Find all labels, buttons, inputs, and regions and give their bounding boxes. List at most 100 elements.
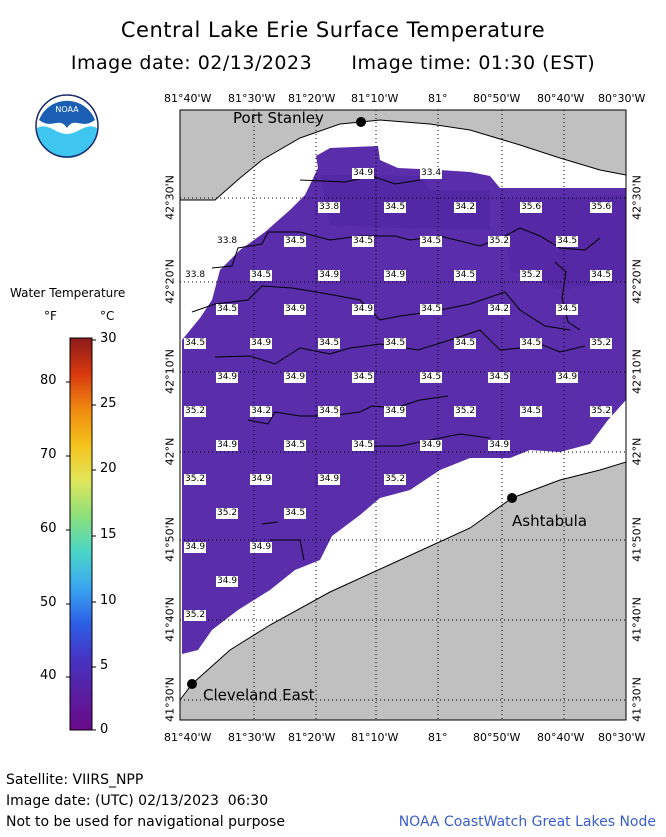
temperature-label: 34.5 [520,338,543,349]
footer-satellite: Satellite: VIIRS_NPP [6,772,144,788]
noaa-logo-text: NOAA [55,105,79,114]
lon-tick-top: 81°10'W [351,92,399,105]
colorbar [69,337,93,731]
temperature-label: 35.2 [590,406,613,417]
lat-tick-left: 41°30'N [163,677,177,722]
temperature-label: 34.5 [184,338,207,349]
temperature-label: 33.4 [420,168,443,179]
temperature-label: 35.2 [216,508,239,519]
temperature-label: 34.9 [488,440,511,451]
lat-tick-right: 42°N [630,437,644,466]
lon-tick-bottom: 81°20'W [288,731,336,744]
temperature-label: 34.5 [284,440,307,451]
noaa-logo-icon: NOAA [35,94,99,158]
map-frame [179,109,627,721]
legend-f-tick: 40 [40,668,57,683]
temperature-label: 35.6 [520,202,543,213]
temperature-label: 34.5 [352,236,375,247]
temperature-label: 34.9 [318,474,341,485]
temperature-label: 35.2 [384,474,407,485]
temperature-label: 34.9 [250,338,273,349]
temperature-label: 34.9 [216,372,239,383]
city-marker-ashtabula [507,493,517,503]
temperature-label: 35.2 [184,406,207,417]
temperature-label: 34.2 [250,406,273,417]
legend-c-tick: 25 [100,396,117,411]
temperature-label: 34.5 [216,304,239,315]
temperature-label: 34.9 [384,270,407,281]
legend-c-tick: 0 [100,722,109,737]
map-title: Central Lake Erie Surface Temperature [120,18,546,42]
temperature-label: 34.9 [420,440,443,451]
legend-f-tick: 60 [40,521,57,536]
temperature-label: 35.2 [520,270,543,281]
lat-tick-right: 42°30'N [630,175,644,220]
temperature-label: 34.5 [284,236,307,247]
lat-tick-left: 42°20'N [163,259,177,304]
temperature-label: 34.5 [352,372,375,383]
legend-f-tick: 50 [40,595,57,610]
temperature-label: 34.9 [284,372,307,383]
temperature-label: 34.2 [488,304,511,315]
temperature-label: 34.5 [454,338,477,349]
temperature-label: 34.9 [216,440,239,451]
lon-tick-bottom: 81°40'W [164,731,212,744]
lat-tick-right: 42°20'N [630,259,644,304]
temperature-label: 34.5 [420,304,443,315]
temperature-label: 35.2 [488,236,511,247]
legend-f-tick: 80 [40,373,57,388]
legend-title: Water Temperature [10,286,126,300]
temperature-label: 34.9 [318,270,341,281]
temperature-label: 34.5 [556,304,579,315]
temperature-label: 34.5 [488,372,511,383]
temperature-label: 35.2 [590,338,613,349]
city-label-ashtabula: Ashtabula [512,512,588,530]
temperature-label: 34.9 [352,168,375,179]
lon-tick-top: 81° [428,92,448,105]
temperature-label: 34.5 [520,406,543,417]
temperature-label: 34.5 [420,372,443,383]
lon-tick-bottom: 80°50'W [473,731,521,744]
water-region [182,146,626,654]
lon-tick-bottom: 81°10'W [351,731,399,744]
temperature-label: 33.8 [184,270,207,281]
temperature-label: 35.6 [590,202,613,213]
temperature-label: 35.2 [184,474,207,485]
legend-f-tick: 70 [40,447,57,462]
temperature-label: 34.9 [352,304,375,315]
temperature-label: 34.5 [590,270,613,281]
footer-credit: NOAA CoastWatch Great Lakes Node [398,814,656,830]
lon-tick-top: 80°50'W [473,92,521,105]
temperature-label: 34.9 [216,576,239,587]
city-marker-cleveland-east [187,679,197,689]
temperature-label: 35.2 [184,610,207,621]
temperature-label: 34.9 [184,542,207,553]
temperature-label: 34.5 [352,440,375,451]
lon-tick-bottom: 81°30'W [228,731,276,744]
lon-tick-bottom: 81° [428,731,448,744]
temperature-label: 34.5 [454,270,477,281]
lon-tick-top: 80°40'W [537,92,585,105]
lon-tick-bottom: 80°30'W [598,731,646,744]
temperature-label: 34.2 [454,202,477,213]
temperature-label: 34.5 [384,202,407,213]
legend-c-tick: 5 [100,658,109,673]
lat-tick-left: 42°30'N [163,175,177,220]
lon-tick-top: 81°20'W [288,92,336,105]
legend-c-tick: 15 [100,527,117,542]
lon-tick-bottom: 80°40'W [537,731,585,744]
city-label-port-stanley: Port Stanley [233,109,324,127]
temperature-label: 34.5 [318,406,341,417]
city-label-cleveland-east: Cleveland East [203,686,315,704]
footer-utc-date: Image date: (UTC) 02/13/2023 06:30 [6,793,269,809]
temperature-label: 33.8 [216,236,239,247]
lat-tick-left: 42°10'N [163,349,177,394]
temperature-label: 34.9 [556,372,579,383]
lat-tick-left: 42°N [163,437,177,466]
colorbar-ticks [66,339,96,731]
land-canada [179,109,627,201]
lon-tick-top: 80°30'W [598,92,646,105]
lat-tick-right: 41°50'N [630,517,644,562]
city-marker-port-stanley [356,117,366,127]
